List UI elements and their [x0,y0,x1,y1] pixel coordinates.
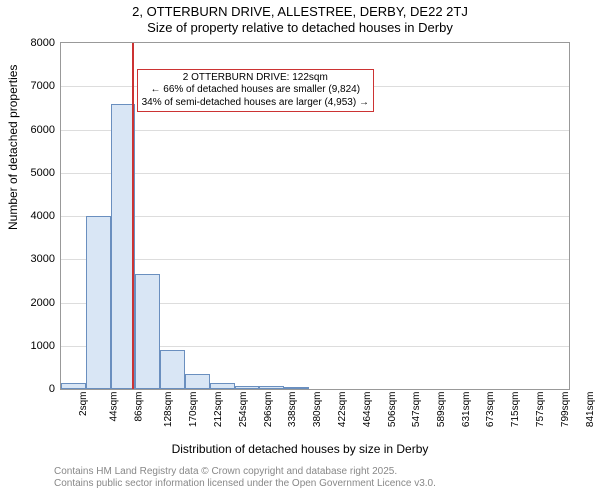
y-tick-label: 6000 [21,124,55,136]
y-tick-label: 2000 [21,297,55,309]
histogram-bar [86,216,111,389]
x-tick-label: 170sqm [188,392,199,428]
x-tick-label: 631sqm [461,392,472,428]
annotation-box: 2 OTTERBURN DRIVE: 122sqm← 66% of detach… [137,69,374,113]
y-tick-label: 3000 [21,253,55,265]
y-axis-label: Number of detached properties [6,65,20,230]
x-tick-label: 673sqm [485,392,496,428]
histogram-bar [235,386,260,389]
histogram-bar [210,383,235,389]
x-tick-label: 254sqm [238,392,249,428]
chart-title-line2: Size of property relative to detached ho… [0,20,600,35]
gridline-h [61,259,569,260]
y-tick-label: 8000 [21,37,55,49]
property-marker-line [132,43,134,389]
x-tick-label: 128sqm [164,392,175,428]
histogram-bar [135,274,160,389]
x-tick-label: 86sqm [133,392,144,422]
chart-title-line1: 2, OTTERBURN DRIVE, ALLESTREE, DERBY, DE… [0,4,600,19]
histogram-bar [185,374,210,389]
y-tick-label: 4000 [21,210,55,222]
x-tick-label: 422sqm [337,392,348,428]
annotation-line1: 2 OTTERBURN DRIVE: 122sqm [142,72,369,85]
credit-line2: Contains public sector information licen… [54,478,436,489]
histogram-bar [61,383,86,389]
y-tick-label: 7000 [21,80,55,92]
x-tick-label: 506sqm [387,392,398,428]
annotation-line3: 34% of semi-detached houses are larger (… [142,97,369,110]
x-axis-label: Distribution of detached houses by size … [0,442,600,456]
x-tick-label: 757sqm [535,392,546,428]
x-tick-label: 547sqm [411,392,422,428]
x-tick-label: 212sqm [213,392,224,428]
y-tick-label: 5000 [21,167,55,179]
x-tick-label: 380sqm [312,392,323,428]
x-tick-label: 841sqm [585,392,596,428]
x-tick-label: 44sqm [108,392,119,422]
credit-line1: Contains HM Land Registry data © Crown c… [54,466,397,477]
histogram-bar [259,386,284,389]
histogram-bar [160,350,185,389]
x-tick-label: 464sqm [362,392,373,428]
x-tick-label: 338sqm [288,392,299,428]
y-tick-label: 0 [21,383,55,395]
x-tick-label: 2sqm [78,392,89,416]
annotation-line2: ← 66% of detached houses are smaller (9,… [142,84,369,97]
gridline-h [61,173,569,174]
x-tick-label: 799sqm [560,392,571,428]
gridline-h [61,130,569,131]
y-tick-label: 1000 [21,340,55,352]
x-tick-label: 296sqm [263,392,274,428]
plot-area: 0100020003000400050006000700080002sqm44s… [60,42,570,390]
x-tick-label: 715sqm [510,392,521,428]
x-tick-label: 589sqm [436,392,447,428]
histogram-bar [284,387,309,389]
gridline-h [61,216,569,217]
